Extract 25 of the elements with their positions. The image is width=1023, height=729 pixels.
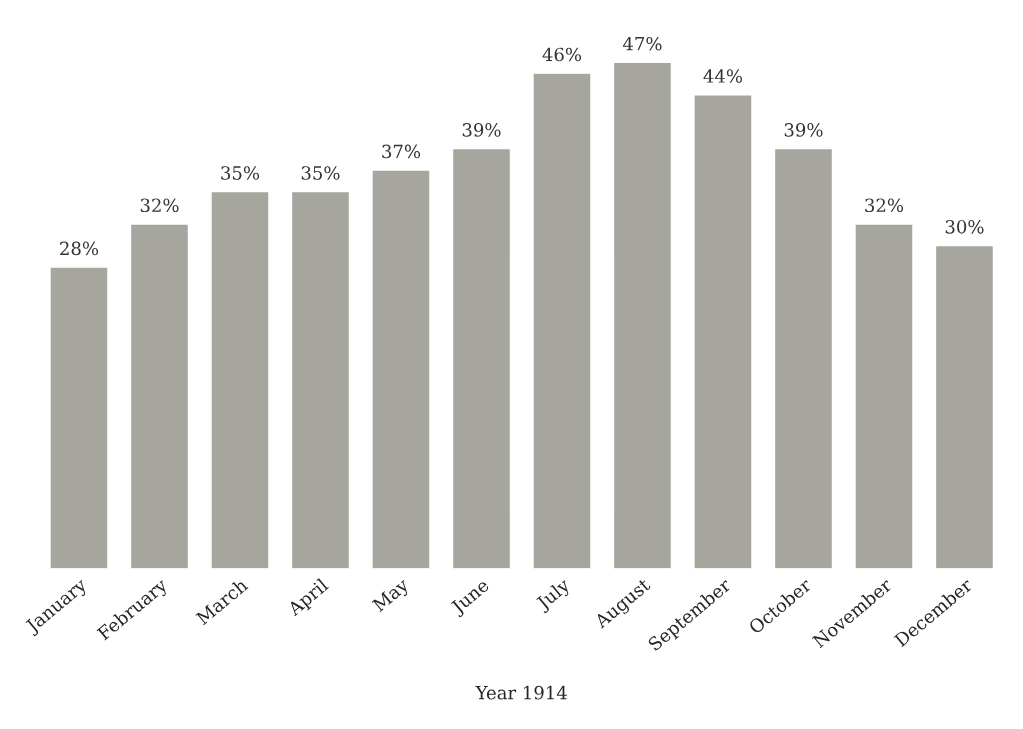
bar: [854, 223, 914, 569]
bar: [612, 61, 673, 569]
data-label: 35%: [301, 166, 340, 180]
x-axis-title: Year 1914: [475, 685, 567, 700]
data-label: 28%: [60, 241, 99, 256]
bar: [532, 72, 592, 569]
bar: [773, 147, 834, 569]
data-label: 39%: [784, 123, 823, 137]
bar: [451, 147, 512, 569]
data-label: 32%: [140, 198, 179, 213]
bar: [371, 169, 431, 569]
data-label: 47%: [622, 36, 662, 51]
data-label: 32%: [865, 198, 904, 213]
bar: [934, 244, 995, 569]
bar: [49, 266, 109, 569]
bar: [210, 190, 270, 569]
bar: [693, 93, 753, 569]
bar: [290, 190, 351, 569]
data-label: 39%: [462, 123, 501, 137]
data-label: 37%: [382, 144, 421, 159]
bar: [129, 223, 190, 569]
data-label: 30%: [945, 219, 984, 234]
data-label: 35%: [221, 166, 260, 180]
data-label: 44%: [703, 69, 743, 83]
data-label: 46%: [542, 47, 582, 62]
